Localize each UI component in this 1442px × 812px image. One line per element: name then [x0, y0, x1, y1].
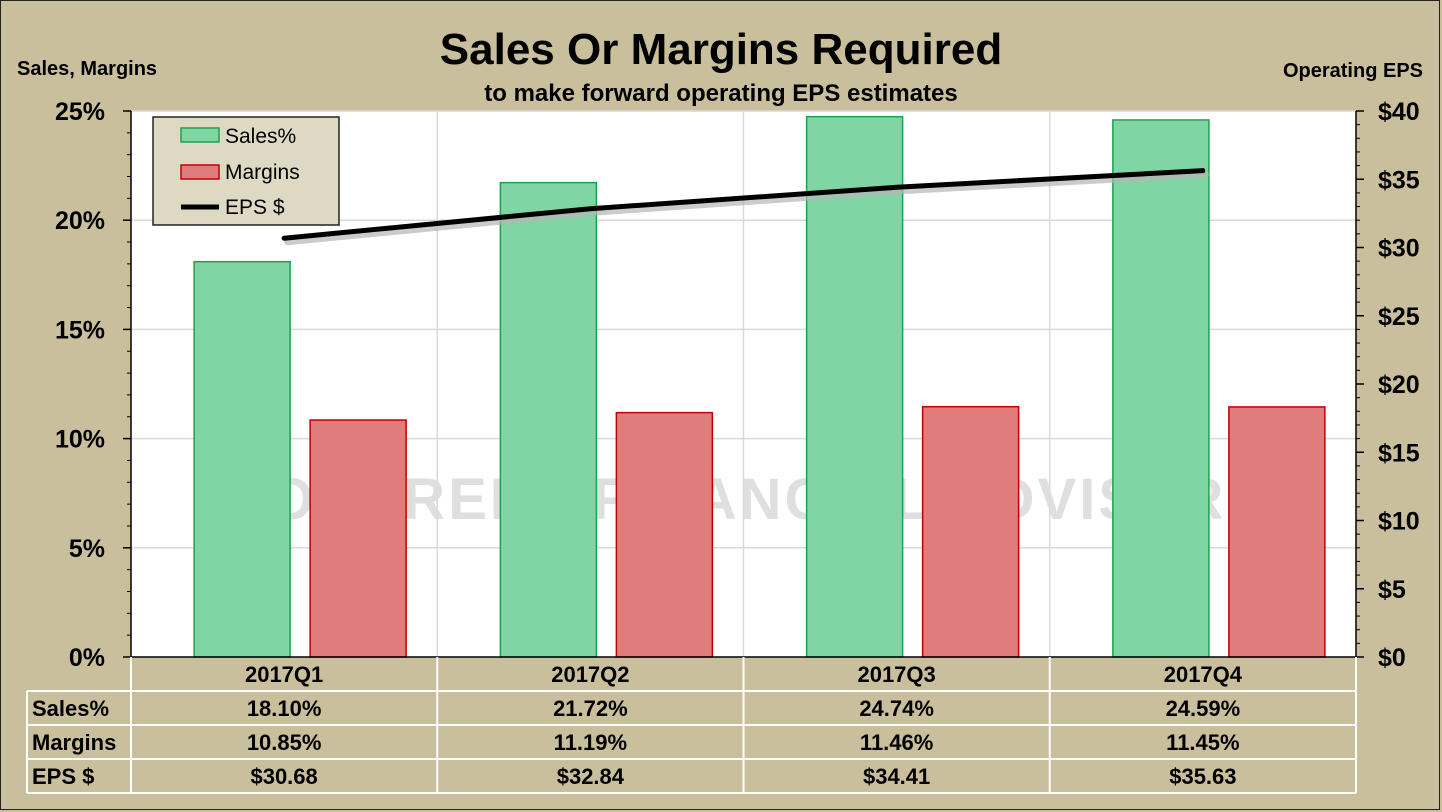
table-cell-value: 18.10%: [247, 696, 322, 721]
table-cell-value: 24.74%: [859, 696, 934, 721]
margins-bar: [309, 419, 407, 658]
eps-line: [281, 168, 1206, 241]
legend-swatch-sales: [180, 127, 220, 143]
table-cell-value: 11.45%: [1166, 730, 1239, 755]
margins-bar: [921, 405, 1020, 658]
legend-label-sales: Sales%: [225, 125, 296, 148]
table-cell-value: 21.72%: [553, 696, 628, 721]
table-cell-value: $32.84: [557, 764, 625, 789]
chart-subtitle: to make forward operating EPS estimates: [484, 80, 957, 107]
table-cell-value: $34.41: [863, 764, 930, 789]
left-tick-label: 20%: [55, 207, 105, 235]
table-cell-value: $30.68: [250, 764, 317, 789]
table-category-label: 2017Q3: [857, 662, 935, 687]
eps-line-layer: [281, 168, 1209, 246]
legend-label-margins: Margins: [225, 161, 300, 184]
table-cell-value: 11.19%: [554, 730, 627, 755]
left-tick-label: 5%: [69, 535, 105, 563]
right-tick-label: $35: [1378, 166, 1420, 194]
left-tick-label: 10%: [55, 426, 105, 454]
chart-title: Sales Or Margins Required: [440, 25, 1002, 74]
sales-bar: [805, 115, 904, 658]
table-row-header: Sales%: [32, 696, 109, 721]
left-tick-label: 15%: [55, 316, 105, 344]
legend: Sales% Margins EPS $: [152, 116, 340, 226]
right-tick-label: $0: [1378, 644, 1406, 672]
axes: 0% 5% 10% 15% 20% 25% $0 $5 $10 $15 $20 $25 $30 $35 $4…: [55, 98, 1420, 672]
table-row-header: Margins: [32, 730, 116, 755]
table-cell-value: 24.59%: [1166, 696, 1241, 721]
bars: [193, 115, 1326, 658]
table-category-label: 2017Q1: [245, 662, 323, 687]
table-cell-value: $35.63: [1169, 764, 1236, 789]
right-tick-label: $5: [1378, 576, 1406, 604]
right-tick-label: $20: [1378, 371, 1420, 399]
sales-bar: [499, 181, 598, 658]
right-tick-label: $25: [1378, 303, 1420, 331]
left-tick-label: 25%: [55, 98, 105, 126]
table-cell-value: 11.46%: [860, 730, 933, 755]
sales-bar: [193, 260, 291, 658]
legend-label-eps: EPS $: [225, 196, 285, 219]
margins-bar: [1228, 406, 1326, 658]
right-tick-label: $10: [1378, 508, 1420, 536]
left-tick-label: 0%: [69, 644, 105, 672]
data-table: 2017Q1 2017Q2 2017Q3 2017Q4 Sales% 18.10% 21.7…: [26, 656, 1357, 794]
table-row-header: EPS $: [32, 764, 94, 789]
sales-bar: [1112, 119, 1210, 658]
table-category-label: 2017Q2: [551, 662, 629, 687]
legend-swatch-margins: [180, 164, 220, 180]
right-tick-label: $30: [1378, 235, 1420, 263]
table-category-label: 2017Q4: [1164, 662, 1243, 687]
margins-bar: [615, 411, 714, 658]
right-tick-label: $40: [1378, 98, 1420, 126]
right-axis-label: Operating EPS: [1283, 60, 1423, 82]
eps-line-shadow: [284, 171, 1209, 246]
left-axis-label: Sales, Margins: [17, 58, 157, 80]
right-tick-label: $15: [1378, 439, 1420, 467]
table-cell-value: 10.85%: [247, 730, 322, 755]
